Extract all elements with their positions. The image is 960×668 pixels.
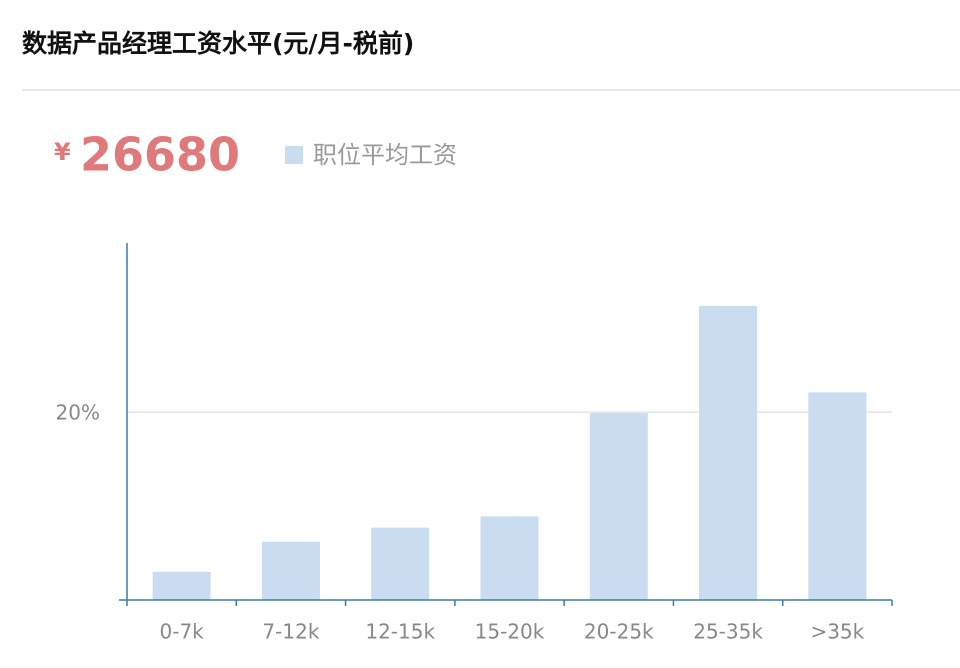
bar — [589, 413, 648, 600]
legend-label: 职位平均工资 — [313, 141, 457, 169]
bar — [480, 516, 539, 600]
y-tick-label: 20% — [56, 401, 100, 425]
chart-title: 数据产品经理工资水平(元/月-税前) — [22, 29, 414, 58]
bar — [261, 541, 320, 600]
x-tick-label: 20-25k — [584, 620, 654, 644]
bar — [808, 392, 867, 600]
bar — [699, 305, 758, 600]
currency-symbol: ¥ — [54, 138, 71, 166]
bar — [152, 571, 211, 600]
x-tick-label: 25-35k — [693, 620, 763, 644]
bar — [371, 527, 430, 600]
x-tick-label: >35k — [810, 620, 864, 644]
x-tick-label: 15-20k — [475, 620, 545, 644]
legend-swatch — [285, 146, 303, 164]
x-tick-label: 12-15k — [365, 620, 435, 644]
x-tick-label: 7-12k — [262, 620, 319, 644]
x-tick-label: 0-7k — [160, 620, 205, 644]
average-salary: 26680 — [80, 128, 240, 182]
